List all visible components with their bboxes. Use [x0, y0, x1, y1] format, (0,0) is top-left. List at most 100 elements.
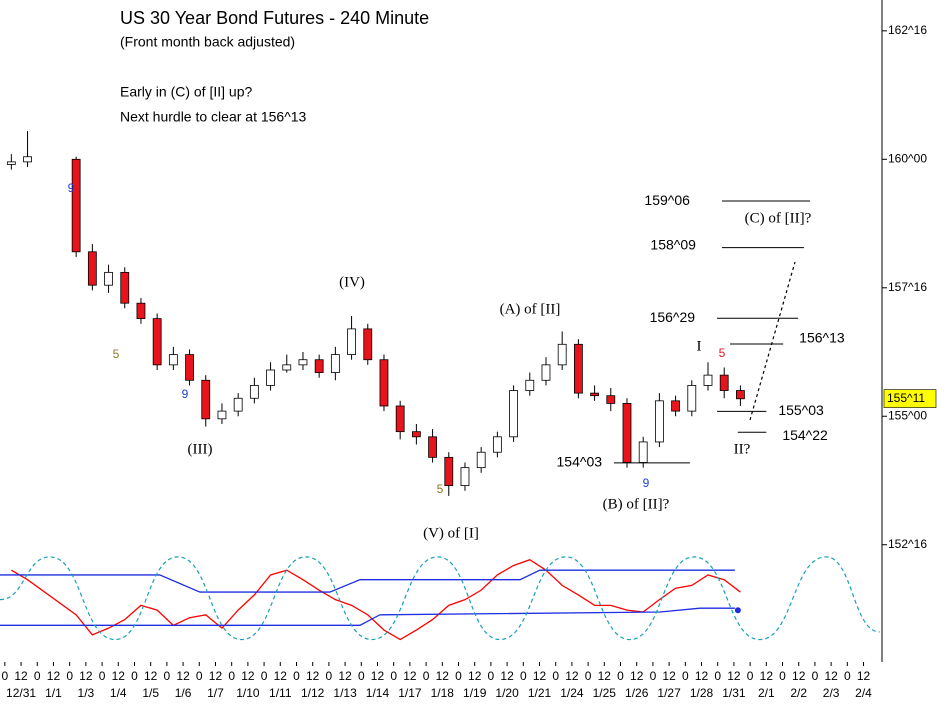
chart-title: US 30 Year Bond Futures - 240 Minute [120, 8, 429, 28]
candle-body [541, 364, 551, 381]
candle-body [87, 251, 97, 286]
candle-body [411, 431, 421, 438]
wave-count: 5 [113, 347, 120, 361]
x-tick-label: 0 [585, 669, 592, 683]
candle-body [282, 364, 292, 371]
x-tick-label: 0 [196, 669, 203, 683]
x-tick-label: 12 [338, 669, 352, 683]
wave-label: (IV) [339, 274, 365, 290]
x-tick-label: 0 [34, 669, 41, 683]
candle-body [6, 161, 16, 165]
candle-body [687, 385, 697, 412]
level-label: 159^06 [644, 192, 690, 208]
x-tick-label: 0 [423, 669, 430, 683]
x-tick-label: 0 [520, 669, 527, 683]
x-tick-label: 12 [112, 669, 126, 683]
date-label: 1/3 [78, 686, 95, 700]
date-label: 1/14 [366, 686, 390, 700]
date-label: 1/1 [45, 686, 62, 700]
candle-body [249, 385, 259, 399]
x-tick-label: 0 [131, 669, 138, 683]
x-tick-label: 12 [306, 669, 320, 683]
x-tick-label: 0 [99, 669, 106, 683]
wave-count: 9 [68, 181, 75, 195]
x-tick-label: 12 [500, 669, 514, 683]
x-tick-label: 12 [79, 669, 93, 683]
candle-body [654, 400, 664, 443]
x-tick-label: 0 [228, 669, 235, 683]
date-label: 1/20 [495, 686, 519, 700]
last-price-label: 155^11 [887, 391, 925, 405]
indicator-line [0, 556, 880, 641]
x-tick-label: 12 [662, 669, 676, 683]
candle-body [606, 395, 616, 404]
candle-body [736, 390, 745, 400]
x-tick-label: 12 [209, 669, 223, 683]
date-label: 1/24 [560, 686, 584, 700]
x-tick-label: 12 [824, 669, 838, 683]
y-tick-label: 157^16 [888, 280, 927, 294]
candle-body [266, 369, 275, 386]
indicator-line [11, 559, 741, 641]
x-tick-label: 12 [176, 669, 190, 683]
projection-line [749, 261, 796, 421]
x-tick-label: 12 [144, 669, 158, 683]
x-tick-label: 12 [371, 669, 385, 683]
candle-body [460, 467, 470, 487]
date-label: 1/18 [431, 686, 455, 700]
x-tick-label: 0 [2, 669, 9, 683]
candle-body [71, 158, 81, 253]
x-tick-label: 12 [403, 669, 417, 683]
candle-body [152, 318, 162, 366]
wave-label: (V) of [I] [423, 525, 479, 541]
wave-label: (III) [188, 441, 213, 457]
x-tick-label: 0 [455, 669, 462, 683]
x-tick-label: 0 [293, 669, 300, 683]
wave-count: 9 [182, 387, 189, 401]
date-label: 1/21 [528, 686, 552, 700]
y-tick-label: 155^00 [888, 408, 927, 422]
wave-label: II? [734, 441, 751, 457]
x-tick-label: 12 [598, 669, 612, 683]
candle-body [217, 410, 227, 420]
indicator-end-marker [734, 607, 741, 614]
candle-body [363, 328, 373, 361]
date-label: 1/11 [269, 686, 292, 700]
x-tick-label: 12 [274, 669, 288, 683]
candle-body [509, 390, 518, 438]
x-tick-label: 12 [857, 669, 871, 683]
wave-count: 5 [719, 346, 726, 360]
date-label: 1/31 [722, 686, 746, 700]
y-tick-label: 162^16 [888, 23, 927, 37]
date-label: 2/3 [823, 686, 840, 700]
date-label: 1/5 [142, 686, 159, 700]
x-tick-label: 0 [747, 669, 754, 683]
date-label: 1/28 [690, 686, 714, 700]
candle-body [492, 436, 502, 453]
candle-body [330, 354, 340, 373]
wave-label: (A) of [II] [500, 301, 561, 317]
x-tick-label: 12 [565, 669, 579, 683]
candle-body [298, 359, 308, 366]
date-label: 1/10 [236, 686, 260, 700]
x-tick-label: 12 [468, 669, 482, 683]
x-tick-label: 12 [727, 669, 741, 683]
x-tick-label: 0 [552, 669, 559, 683]
candle-body [590, 392, 599, 397]
wave-label: (B) of [II]? [603, 496, 670, 512]
level-label: 155^03 [778, 402, 824, 418]
level-label: 156^29 [650, 309, 696, 325]
y-tick-label: 152^16 [888, 537, 927, 551]
date-label: 12/31 [6, 686, 36, 700]
x-tick-label: 0 [617, 669, 624, 683]
candle-body [347, 328, 356, 355]
candle-body [379, 359, 389, 407]
x-tick-label: 12 [630, 669, 644, 683]
candle-body [638, 441, 648, 463]
wave-count: 9 [643, 476, 650, 490]
candle-body [314, 359, 324, 373]
x-tick-label: 12 [241, 669, 255, 683]
candle-body [622, 403, 632, 463]
y-tick-label: 160^00 [888, 151, 927, 165]
